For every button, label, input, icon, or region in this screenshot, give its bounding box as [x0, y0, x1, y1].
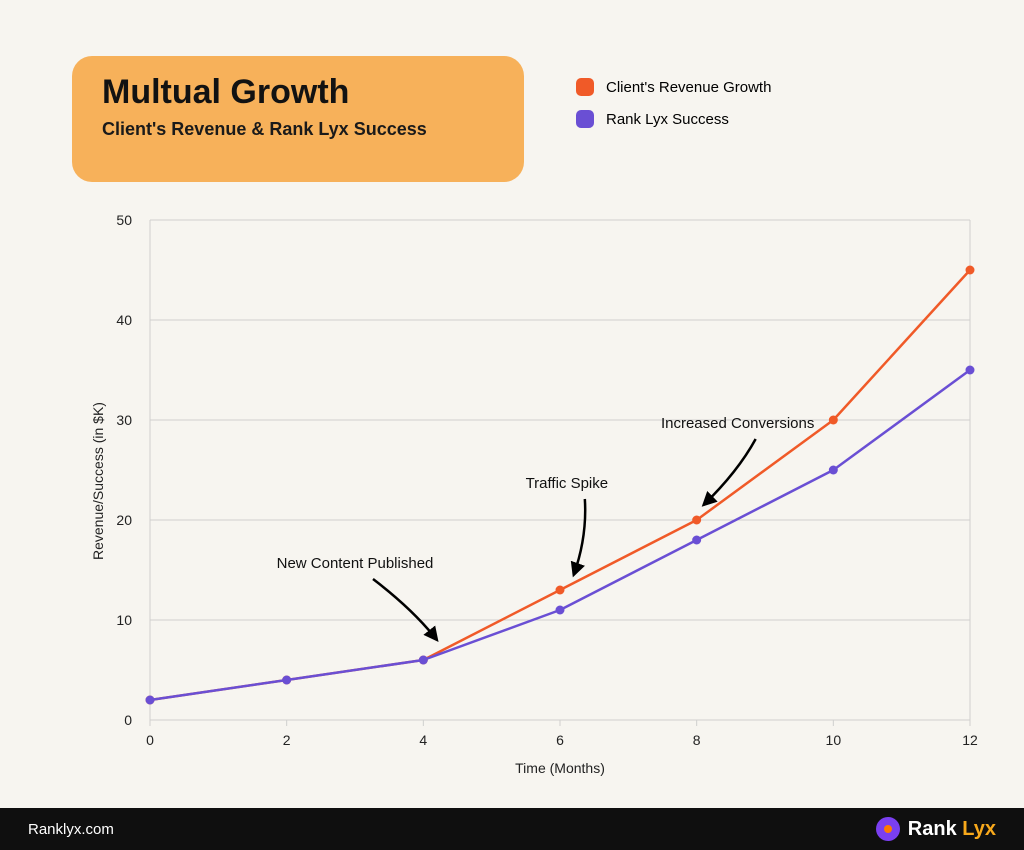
plot-area: 01020304050024681012Revenue/Success (in …: [150, 220, 970, 720]
footer-bar: Ranklyx.com Rank Lyx: [0, 808, 1024, 850]
x-tick-label: 4: [419, 732, 427, 748]
legend-label: Rank Lyx Success: [606, 111, 729, 128]
x-tick-label: 12: [962, 732, 978, 748]
y-tick-label: 0: [92, 712, 132, 728]
chart-title: Multual Growth: [102, 74, 494, 111]
logo-mark-icon: [876, 817, 900, 841]
chart-subtitle: Client's Revenue & Rank Lyx Success: [102, 119, 494, 140]
title-card: Multual Growth Client's Revenue & Rank L…: [72, 56, 524, 182]
legend-label: Client's Revenue Growth: [606, 79, 771, 96]
x-tick-label: 6: [556, 732, 564, 748]
chart-canvas: Multual Growth Client's Revenue & Rank L…: [0, 0, 1024, 808]
footer-url: Ranklyx.com: [28, 821, 114, 838]
annotation-label: Traffic Spike: [526, 475, 609, 492]
y-tick-label: 50: [92, 212, 132, 228]
legend-item: Client's Revenue Growth: [576, 78, 771, 96]
logo-text: Rank Lyx: [908, 818, 996, 841]
x-tick-label: 0: [146, 732, 154, 748]
x-axis-label: Time (Months): [515, 760, 605, 776]
y-tick-label: 10: [92, 612, 132, 628]
legend-item: Rank Lyx Success: [576, 110, 771, 128]
line-chart-svg: [150, 220, 970, 720]
annotation-label: New Content Published: [277, 555, 434, 572]
x-tick-label: 2: [283, 732, 291, 748]
legend-swatch: [576, 110, 594, 128]
annotation-label: Increased Conversions: [661, 415, 814, 432]
legend: Client's Revenue Growth Rank Lyx Success: [576, 78, 771, 142]
x-tick-label: 8: [693, 732, 701, 748]
y-axis-label: Revenue/Success (in $K): [90, 402, 106, 560]
x-tick-label: 10: [826, 732, 842, 748]
y-tick-label: 40: [92, 312, 132, 328]
legend-swatch: [576, 78, 594, 96]
brand-logo: Rank Lyx: [876, 817, 996, 841]
